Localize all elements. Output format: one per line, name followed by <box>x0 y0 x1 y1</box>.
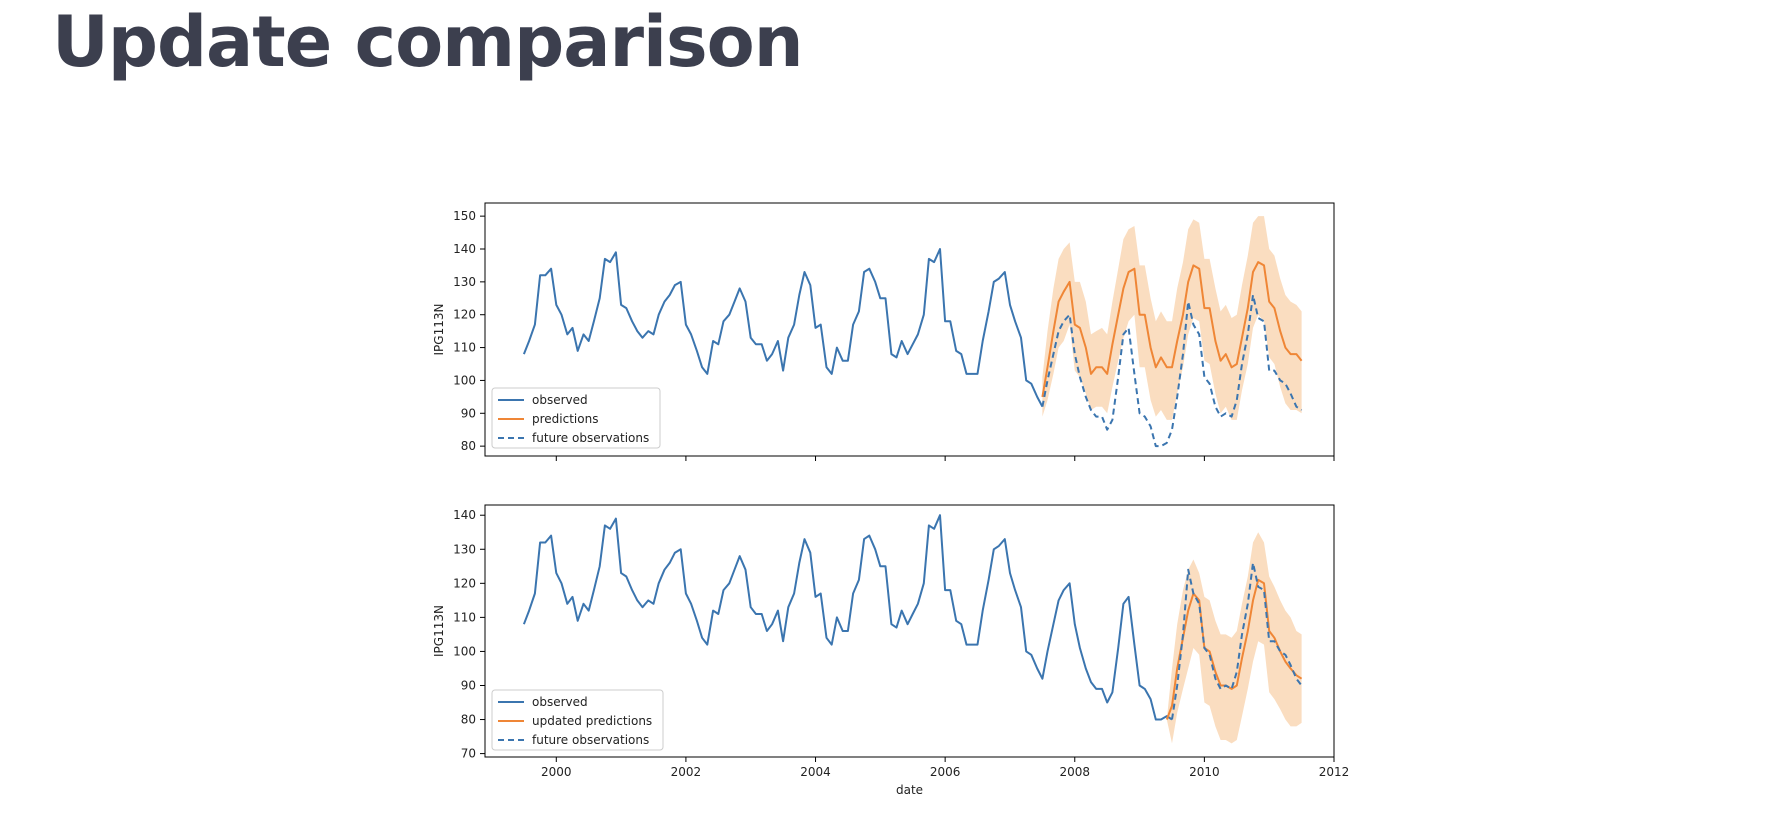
confidence-band-2 <box>1042 216 1302 420</box>
x-tick-label: 2004 <box>800 765 831 779</box>
legend-box <box>491 689 664 751</box>
y-tick-label: 80 <box>461 439 476 453</box>
series-line-1 <box>522 248 1044 408</box>
legend-label: observed <box>532 393 588 407</box>
y-axis-label: IPG113N <box>432 605 446 657</box>
legend-label: future observations <box>532 431 649 445</box>
x-tick-label: 2000 <box>541 765 572 779</box>
series-line-2 <box>1041 261 1303 398</box>
legend-box <box>491 387 661 449</box>
x-tick-label: 2008 <box>1059 765 1090 779</box>
y-tick-label: 140 <box>453 508 476 522</box>
y-tick-label: 120 <box>453 308 476 322</box>
plot-frame <box>484 504 1335 758</box>
legend-label: predictions <box>532 412 598 426</box>
y-tick-label: 150 <box>453 209 476 223</box>
plot-frame <box>484 202 1335 457</box>
x-tick-label: 2002 <box>671 765 702 779</box>
y-tick-label: 110 <box>453 341 476 355</box>
x-tick-label: 2010 <box>1189 765 1220 779</box>
y-tick-label: 90 <box>461 406 476 420</box>
y-tick-label: 100 <box>453 644 476 658</box>
page-title: Update comparison <box>52 1 804 83</box>
x-tick-label: 2006 <box>930 765 961 779</box>
legend-label: future observations <box>532 733 649 747</box>
series-line-3 <box>1041 294 1303 448</box>
y-tick-label: 70 <box>461 747 476 761</box>
x-axis-label: date <box>896 783 923 797</box>
y-tick-label: 80 <box>461 713 476 727</box>
y-tick-label: 130 <box>453 275 476 289</box>
chart-2: 70 80 90 100 110 120 130 140 2000 2002 2004 2006 200… <box>432 504 1350 797</box>
legend-label: updated predictions <box>532 714 652 728</box>
y-tick-label: 90 <box>461 678 476 692</box>
y-tick-label: 120 <box>453 576 476 590</box>
x-tick-label: 2012 <box>1319 765 1350 779</box>
y-axis-label: IPG113N <box>432 304 446 356</box>
y-tick-label: 130 <box>453 542 476 556</box>
series-line-3 <box>1171 561 1303 720</box>
confidence-band-2 <box>1166 532 1302 744</box>
y-tick-label: 140 <box>453 242 476 256</box>
legend-label: observed <box>532 695 588 709</box>
series-line-1 <box>522 514 1173 721</box>
y-tick-label: 110 <box>453 610 476 624</box>
y-tick-label: 100 <box>453 373 476 387</box>
chart-1: 80 90 100 110 120 130 140 150 IPG113N observed pre… <box>432 202 1335 461</box>
